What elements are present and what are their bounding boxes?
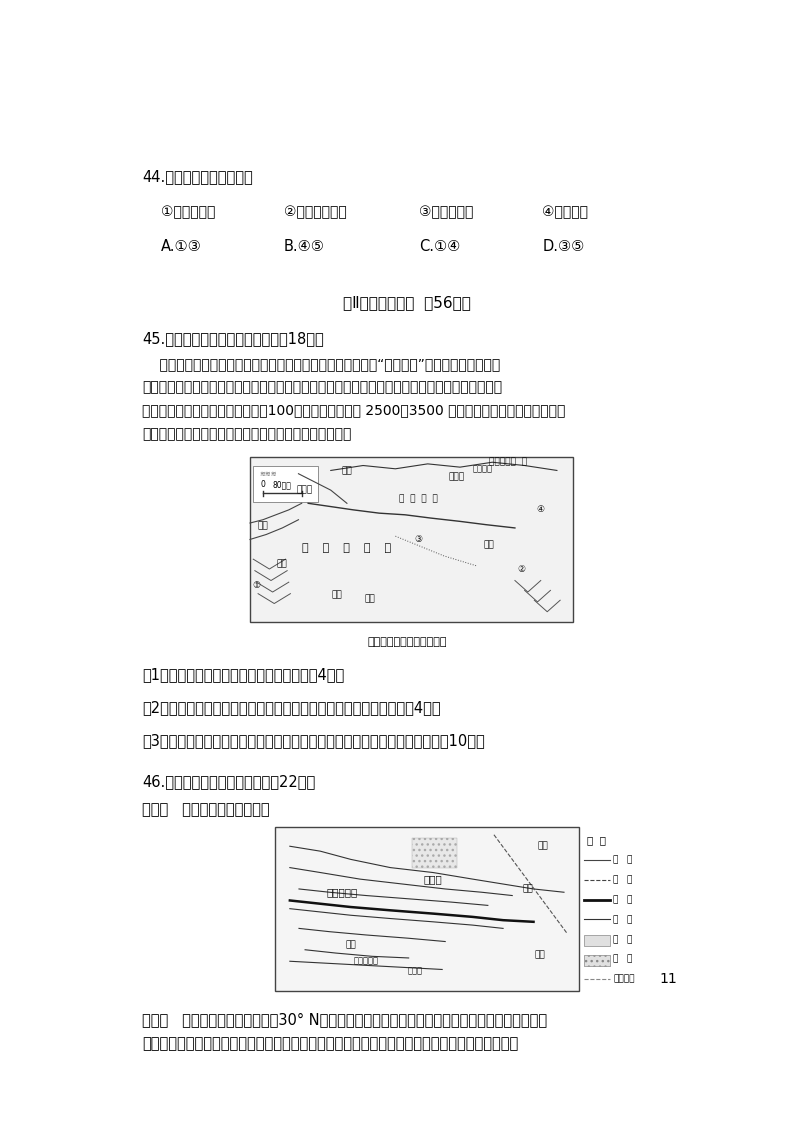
Text: 河   流: 河 流: [613, 856, 633, 865]
Text: 第Ⅱ卷（非选择题  入56分）: 第Ⅱ卷（非选择题 入56分）: [343, 294, 471, 310]
Text: ②: ②: [518, 565, 526, 574]
Text: 规划铁路: 规划铁路: [613, 975, 634, 984]
Text: A.①③: A.①③: [160, 238, 202, 254]
Bar: [412, 838, 457, 868]
Text: ②北太平洋暖流: ②北太平洋暖流: [284, 206, 347, 220]
Text: 库车: 库车: [341, 466, 353, 475]
Bar: [275, 827, 579, 990]
Text: 雅鲁藏布江: 雅鲁藏布江: [353, 957, 379, 966]
Bar: [584, 955, 610, 966]
Text: 和田: 和田: [332, 591, 343, 600]
Bar: [250, 457, 573, 622]
Text: ③本格拉寒流: ③本格拉寒流: [419, 206, 473, 220]
Text: 国   界: 国 界: [613, 875, 633, 884]
Text: C.①④: C.①④: [419, 238, 461, 254]
Bar: [584, 935, 610, 947]
Text: 图  例: 图 例: [587, 834, 606, 844]
Text: 成都: 成都: [522, 885, 533, 894]
Text: 少的干旱地区之一，一年中三分之一的时间处在风沙中。: 少的干旱地区之一，一年中三分之一的时间处在风沙中。: [142, 427, 352, 441]
Text: 河   源: 河 源: [613, 955, 633, 964]
Text: 46.阅读材料，完成下列问题。（22分）: 46.阅读材料，完成下列问题。（22分）: [142, 775, 315, 789]
Text: 山   脊: 山 脊: [613, 895, 633, 904]
Text: 80千米: 80千米: [273, 481, 291, 490]
Text: 历史上的塔里木河曾多次改道，下游几度断流，造成被誉为“沙漠神木”的胡杨林大片柯死，: 历史上的塔里木河曾多次改道，下游几度断流，造成被誉为“沙漠神木”的胡杨林大片柯死…: [142, 357, 500, 371]
Text: 阿克苏: 阿克苏: [297, 485, 313, 494]
Text: （2）简述该地区大规模种植棉花和西红柿且品质优良的自然原因。（4分）: （2）简述该地区大规模种植棉花和西红柿且品质优良的自然原因。（4分）: [142, 701, 441, 715]
Text: 11: 11: [660, 973, 677, 986]
Text: 兰州: 兰州: [538, 842, 548, 851]
Text: 昆明: 昆明: [534, 950, 545, 959]
Text: ①南赤道暖流: ①南赤道暖流: [160, 206, 215, 220]
Text: 拉萨: 拉萨: [345, 940, 357, 949]
Text: 44.以西风为动力的洋流是: 44.以西风为动力的洋流是: [142, 170, 253, 184]
Text: ③: ③: [414, 535, 422, 544]
Text: （1）分析塔里木河流域气候干旱的原因。（4分）: （1）分析塔里木河流域气候干旱的原因。（4分）: [142, 667, 345, 683]
Text: 材料二   近年来，我国西藏拉萨（30° N）凭借先天地理优势，提出以高原有机农牧业为基础，以先: 材料二 近年来，我国西藏拉萨（30° N）凭借先天地理优势，提出以高原有机农牧业…: [142, 1013, 547, 1028]
Text: 进技术改进和提升传统产业为重点，开发高原有机健康食品、高原有机生命产品、高原保健药品、: 进技术改进和提升传统产业为重点，开发高原有机健康食品、高原有机生命产品、高原保健…: [142, 1037, 518, 1051]
Text: ≋≋≋: ≋≋≋: [260, 471, 277, 477]
Text: B.④⑤: B.④⑤: [284, 238, 325, 254]
Bar: [253, 466, 318, 502]
Text: 源。塔克拉玛干地区年降雨量不足100毫米，蒓发量却在 2500～3500 毫米之间，是世界上年降雨量最: 源。塔克拉玛干地区年降雨量不足100毫米，蒓发量却在 2500～3500 毫米之…: [142, 403, 565, 418]
Text: 库鲁克塔格  山: 库鲁克塔格 山: [489, 458, 527, 467]
Text: 喀什: 喀什: [257, 522, 268, 531]
Text: ④西风漂流: ④西风漂流: [542, 206, 588, 220]
Text: 博斯腾湖: 博斯腾湖: [472, 464, 492, 473]
Text: 塔里木盆地的沙漠与绿洲图: 塔里木盆地的沙漠与绿洲图: [367, 637, 447, 647]
Text: ④: ④: [537, 505, 545, 514]
Text: 45.读图和资料，回答下列问题。（18分）: 45.读图和资料，回答下列问题。（18分）: [142, 331, 324, 346]
Text: ①: ①: [252, 581, 260, 590]
Text: 0: 0: [260, 481, 265, 490]
Text: 于田: 于田: [364, 594, 375, 603]
Text: 铁   路: 铁 路: [613, 915, 633, 924]
Text: 西藏自治区: 西藏自治区: [326, 887, 357, 897]
Text: 现在塔里木河两岸恢复的绿色生命得益于塔里木河输水工程，即便这样，水依然是这里最宝贵的资: 现在塔里木河两岸恢复的绿色生命得益于塔里木河输水工程，即便这样，水依然是这里最宝…: [142, 381, 503, 394]
Text: 材料一   中国西南地区示意图。: 材料一 中国西南地区示意图。: [142, 802, 270, 818]
Text: 库尔勒: 库尔勒: [449, 473, 464, 482]
Text: 塔  里  木  河: 塔 里 木 河: [399, 494, 437, 503]
Text: 青海省: 青海省: [424, 874, 442, 884]
Text: 沙   漠: 沙 漠: [613, 934, 633, 943]
Text: 塔    里    木    盆    地: 塔 里 木 盆 地: [303, 542, 391, 553]
Text: 若羌: 若羌: [484, 540, 495, 549]
Text: D.③⑤: D.③⑤: [542, 238, 584, 254]
Text: （3）试分析干旱的气候对本地区地理环境整体性（自然和人文环境）的影响（10分）: （3）试分析干旱的气候对本地区地理环境整体性（自然和人文环境）的影响（10分）: [142, 733, 485, 748]
Text: 大渡河: 大渡河: [407, 967, 422, 976]
Text: 叶城: 叶城: [277, 559, 287, 568]
